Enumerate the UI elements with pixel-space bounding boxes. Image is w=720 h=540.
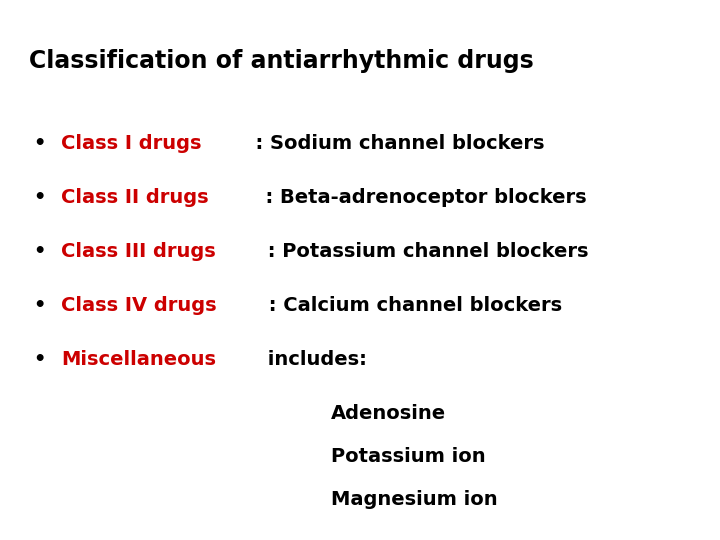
Text: Class I drugs: Class I drugs — [61, 133, 202, 153]
Text: Classification of antiarrhythmic drugs: Classification of antiarrhythmic drugs — [29, 49, 534, 72]
Text: Miscellaneous: Miscellaneous — [61, 349, 216, 369]
Text: •: • — [33, 133, 46, 153]
Text: Potassium ion: Potassium ion — [331, 447, 486, 466]
Text: Magnesium ion: Magnesium ion — [331, 490, 498, 509]
Text: •: • — [33, 241, 46, 261]
Text: Class II drugs: Class II drugs — [61, 187, 209, 207]
Text: : Calcium channel blockers: : Calcium channel blockers — [262, 295, 562, 315]
Text: : Beta-adrenoceptor blockers: : Beta-adrenoceptor blockers — [252, 187, 586, 207]
Text: •: • — [33, 187, 46, 207]
Text: : Potassium channel blockers: : Potassium channel blockers — [261, 241, 588, 261]
Text: : Sodium channel blockers: : Sodium channel blockers — [243, 133, 545, 153]
Text: Class IV drugs: Class IV drugs — [61, 295, 217, 315]
Text: •: • — [33, 295, 46, 315]
Text: Adenosine: Adenosine — [331, 403, 446, 423]
Text: •: • — [33, 349, 46, 369]
Text: Class III drugs: Class III drugs — [61, 241, 216, 261]
Text: includes:: includes: — [261, 349, 367, 369]
